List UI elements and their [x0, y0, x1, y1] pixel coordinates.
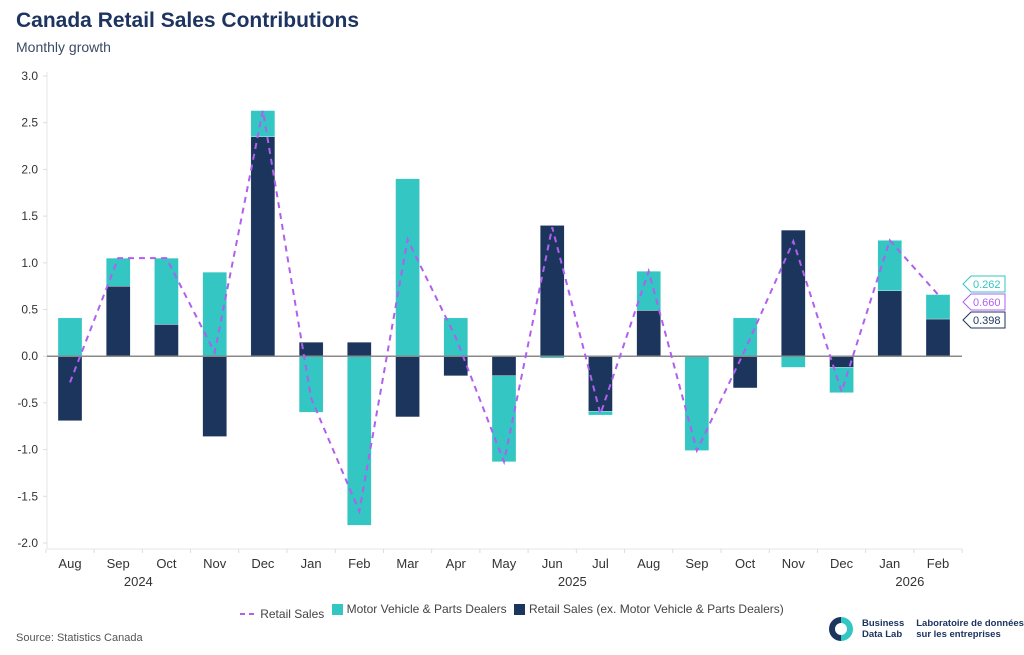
bar-retail-ex-motor — [395, 356, 420, 418]
bar-retail-ex-motor — [250, 136, 276, 357]
chart-area: 3.0 2.5 2.0 1.5 1.0 0.5 0.0 -0.5 -1.0 -1.5 -2.0 Aug… — [17, 69, 1006, 589]
y-tick-label: -1.0 — [17, 443, 38, 457]
chart-title: Canada Retail Sales Contributions — [16, 9, 360, 32]
x-tick-label: Mar — [396, 556, 419, 571]
x-tick-label: Aug — [58, 556, 81, 571]
bar-motor-vehicle — [298, 356, 324, 413]
bar-motor-vehicle — [877, 240, 902, 291]
logo-en-line1: Business — [862, 618, 905, 629]
x-year-label: 2026 — [895, 574, 924, 589]
logo-text-fr: Laboratoire de données sur les entrepris… — [916, 618, 1024, 640]
x-tick-label: Jul — [592, 556, 609, 571]
bar-retail-ex-motor — [636, 310, 661, 357]
bar-retail-ex-motor — [57, 356, 83, 421]
teal-swatch-icon — [331, 603, 343, 615]
x-tick-label: Sep — [685, 556, 708, 571]
bar-retail-ex-motor — [781, 229, 806, 357]
y-tick-label: -2.0 — [17, 536, 38, 550]
x-tick-label: Feb — [927, 556, 949, 571]
legend-item-retail-ex-motor[interactable]: Retail Sales (ex. Motor Vehicle & Parts … — [514, 602, 784, 616]
bar-motor-vehicle — [154, 257, 179, 325]
y-tick-label: 2.5 — [21, 116, 38, 130]
x-tick-label: Feb — [348, 556, 370, 571]
bar-motor-vehicle — [347, 356, 372, 526]
x-tick-label: Aug — [637, 556, 660, 571]
x-tick-label: Jan — [301, 556, 322, 571]
bar-retail-ex-motor — [154, 324, 179, 357]
end-label-text: 0.660 — [973, 297, 1001, 309]
y-tick-label: 1.0 — [21, 256, 38, 270]
y-tick-label: 1.5 — [21, 209, 38, 223]
legend-label: Retail Sales — [260, 606, 325, 621]
bar-motor-vehicle — [781, 356, 806, 368]
bar-retail-ex-motor — [491, 356, 517, 376]
legend-label: Motor Vehicle & Parts Dealers — [346, 602, 507, 616]
bar-retail-ex-motor — [925, 318, 951, 357]
x-tick-label: Sep — [107, 556, 130, 571]
x-tick-label: Nov — [782, 556, 806, 571]
end-label-text: 0.398 — [973, 315, 1001, 327]
end-label-tag-shape — [962, 311, 1006, 329]
bar-motor-vehicle — [925, 294, 951, 320]
y-tick-label: -0.5 — [17, 396, 38, 410]
legend-label: Retail Sales (ex. Motor Vehicle & Parts … — [529, 602, 784, 616]
end-label-motor-vehicle: 0.262 — [962, 275, 1006, 293]
x-tick-label: May — [492, 556, 517, 571]
end-label-tag-shape — [962, 293, 1006, 311]
logo-text-en: Business Data Lab — [862, 618, 904, 640]
bar-retail-ex-motor — [732, 356, 758, 389]
x-tick-label: Jan — [879, 556, 900, 571]
bar-retail-ex-motor — [588, 356, 613, 412]
legend-item-retail-sales[interactable]: Retail Sales — [240, 607, 324, 621]
end-label-retail-ex-motor: 0.398 — [962, 311, 1006, 329]
navy-swatch-icon — [514, 603, 526, 615]
bar-motor-vehicle — [202, 271, 227, 357]
y-tick-label: -1.5 — [17, 489, 38, 503]
x-year-label: 2024 — [124, 574, 153, 589]
bar-retail-ex-motor — [202, 356, 227, 437]
legend: Retail Sales Motor Vehicle & Parts Deale… — [0, 602, 1024, 621]
x-tick-label: Dec — [251, 556, 275, 571]
bar-retail-ex-motor — [347, 342, 372, 357]
end-label-tag-shape — [962, 275, 1006, 293]
x-tick-label: Oct — [735, 556, 756, 571]
logo-fr-line2: sur les entreprises — [916, 629, 1001, 640]
logo-en-line2: Data Lab — [862, 629, 903, 640]
bar-retail-ex-motor — [540, 225, 565, 357]
legend-item-motor-vehicle[interactable]: Motor Vehicle & Parts Dealers — [331, 602, 507, 616]
bar-motor-vehicle — [106, 257, 131, 287]
x-tick-label: Jun — [542, 556, 563, 571]
end-label-text: 0.262 — [973, 279, 1001, 291]
bar-retail-ex-motor — [106, 285, 131, 357]
x-tick-label: Nov — [203, 556, 227, 571]
dashed-line-swatch-icon — [240, 612, 257, 615]
x-tick-label: Oct — [156, 556, 177, 571]
source-note: Source: Statistics Canada — [16, 632, 143, 644]
business-data-lab-logo-icon — [829, 617, 853, 641]
x-tick-label: Apr — [446, 556, 467, 571]
business-data-lab-logo: Business Data Lab Laboratoire de données… — [828, 616, 1024, 642]
x-year-label: 2025 — [558, 574, 587, 589]
x-tick-label: Dec — [830, 556, 854, 571]
chart-subtitle: Monthly growth — [16, 39, 111, 55]
bar-motor-vehicle — [57, 317, 83, 357]
logo-fr-line1: Laboratoire de données — [916, 618, 1024, 629]
bar-motor-vehicle — [395, 178, 420, 357]
y-tick-label: 0.0 — [21, 349, 38, 363]
end-label-retail-sales: 0.660 — [962, 293, 1006, 311]
bar-motor-vehicle — [684, 356, 710, 451]
bar-retail-ex-motor — [877, 290, 902, 357]
y-tick-label: 2.0 — [21, 162, 38, 176]
y-tick-label: 0.5 — [21, 303, 38, 317]
y-tick-label: 3.0 — [21, 69, 38, 83]
